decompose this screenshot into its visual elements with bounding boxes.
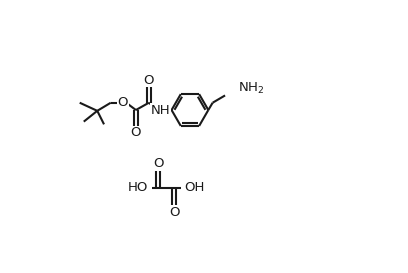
Text: OH: OH	[184, 181, 205, 194]
Text: O: O	[118, 96, 128, 109]
Text: NH$_2$: NH$_2$	[238, 81, 265, 96]
Text: O: O	[144, 74, 154, 87]
Text: HO: HO	[127, 181, 148, 194]
Text: O: O	[131, 126, 141, 139]
Text: O: O	[169, 206, 180, 219]
Text: NH: NH	[151, 103, 170, 117]
Text: O: O	[153, 157, 163, 170]
